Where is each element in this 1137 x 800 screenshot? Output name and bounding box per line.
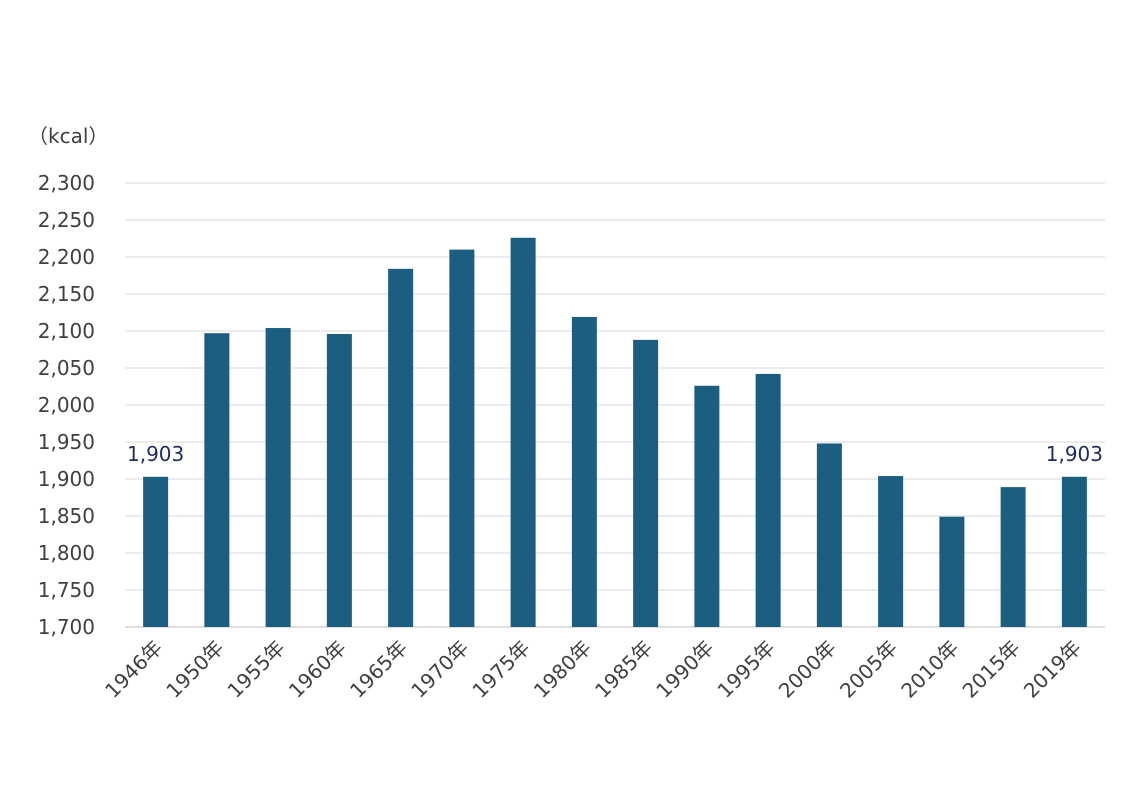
bar xyxy=(816,443,842,627)
y-tick-label: 2,200 xyxy=(38,245,95,269)
x-tick-label: 1955年 xyxy=(223,636,290,703)
bar xyxy=(204,333,230,627)
bar xyxy=(143,476,169,627)
y-tick-label: 1,800 xyxy=(38,541,95,565)
y-tick-label: 1,700 xyxy=(38,615,95,639)
y-tick-label: 1,900 xyxy=(38,467,95,491)
bar xyxy=(510,237,536,627)
x-tick-label: 1946年 xyxy=(100,636,167,703)
bar xyxy=(326,333,352,627)
x-tick-label: 1985年 xyxy=(590,636,657,703)
y-tick-label: 2,150 xyxy=(38,282,95,306)
y-tick-label: 2,250 xyxy=(38,208,95,232)
x-tick-label: 2015年 xyxy=(958,636,1025,703)
bar xyxy=(878,476,904,627)
bars xyxy=(143,237,1087,627)
y-axis-unit-label: （kcal） xyxy=(28,124,108,148)
bar xyxy=(1061,476,1087,627)
y-tick-label: 1,750 xyxy=(38,578,95,602)
x-axis-ticks: 1946年1950年1955年1960年1965年1970年1975年1980年… xyxy=(100,636,1086,703)
x-tick-label: 1960年 xyxy=(284,636,351,703)
y-tick-label: 2,300 xyxy=(38,171,95,195)
x-tick-label: 2005年 xyxy=(835,636,902,703)
data-label: 1,903 xyxy=(1046,442,1103,466)
bar xyxy=(694,385,720,627)
x-tick-label: 1995年 xyxy=(713,636,780,703)
bar xyxy=(388,268,414,627)
y-axis-ticks: 1,700 1,750 1,800 1,850 1,900 1,950 2,000 2,050… xyxy=(38,171,95,639)
y-tick-label: 2,100 xyxy=(38,319,95,343)
y-tick-label: 2,050 xyxy=(38,356,95,380)
x-tick-label: 1965年 xyxy=(345,636,412,703)
bar xyxy=(939,516,965,627)
x-tick-label: 1970年 xyxy=(406,636,473,703)
bar xyxy=(1000,487,1026,627)
x-tick-label: 2000年 xyxy=(774,636,841,703)
bar xyxy=(571,316,597,627)
bar xyxy=(633,339,659,627)
bar xyxy=(449,249,475,627)
bar xyxy=(265,328,291,627)
y-tick-label: 2,000 xyxy=(38,393,95,417)
data-label: 1,903 xyxy=(127,442,184,466)
y-tick-label: 1,850 xyxy=(38,504,95,528)
bar xyxy=(755,373,781,627)
data-labels: 1,903 1,903 xyxy=(127,442,1103,466)
x-tick-label: 1950年 xyxy=(161,636,228,703)
x-tick-label: 2019年 xyxy=(1019,636,1086,703)
x-tick-label: 1975年 xyxy=(468,636,535,703)
x-tick-label: 2010年 xyxy=(896,636,963,703)
x-tick-label: 1980年 xyxy=(529,636,596,703)
y-tick-label: 1,950 xyxy=(38,430,95,454)
x-tick-label: 1990年 xyxy=(651,636,718,703)
